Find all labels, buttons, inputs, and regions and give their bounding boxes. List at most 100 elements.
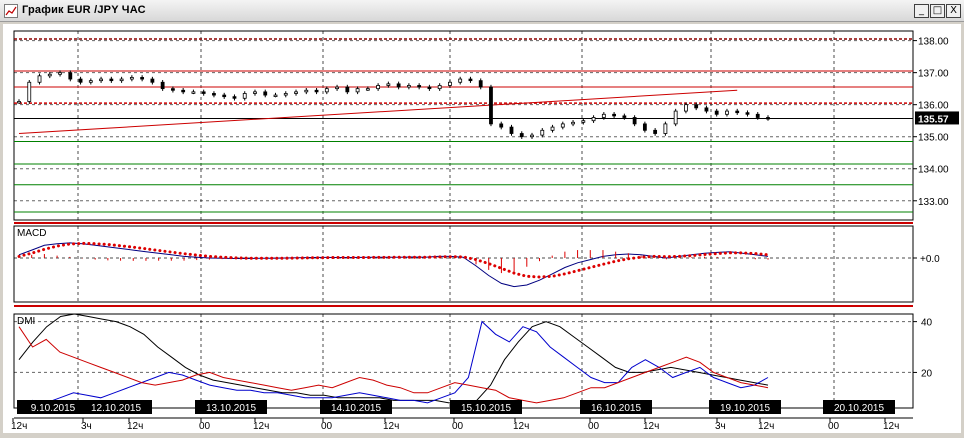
- window-title: График EUR /JPY ЧАС: [22, 4, 146, 16]
- candle-body: [694, 104, 699, 109]
- candle-body: [704, 107, 709, 112]
- hour-label: 12ч: [513, 421, 529, 432]
- hour-label: 00: [199, 421, 211, 432]
- close-button[interactable]: X: [946, 4, 961, 18]
- price-axis-label: 133.00: [918, 197, 949, 208]
- last-price-box: [915, 111, 959, 125]
- candle-body: [304, 89, 309, 93]
- candle-body: [150, 78, 155, 83]
- candle-body: [622, 115, 627, 118]
- price-axis-label: 134.00: [918, 165, 949, 176]
- date-label: 14.10.2015: [331, 403, 381, 414]
- chart-canvas[interactable]: 138.00 137.00 136.00 135.00 134.00 133.00 135.…: [3, 24, 961, 433]
- candle-body: [663, 123, 668, 134]
- hour-label: 12ч: [383, 421, 399, 432]
- candle-body: [212, 93, 216, 96]
- hour-label: 12ч: [643, 421, 659, 432]
- dmi-series-line: [18, 313, 769, 404]
- hour-label: 3ч: [715, 421, 726, 432]
- date-label-box: [709, 400, 781, 414]
- dmi-axis-label: 20: [921, 368, 933, 379]
- date-label: 13.10.2015: [206, 403, 256, 414]
- candle-body: [201, 91, 206, 94]
- candle-body: [519, 133, 524, 138]
- candle-body: [355, 88, 360, 93]
- hour-label: 00: [452, 421, 464, 432]
- candle-body: [714, 110, 719, 115]
- candle-body: [653, 129, 658, 134]
- date-label-box: [580, 400, 652, 414]
- candle-body: [232, 96, 237, 99]
- price-axis-label: 138.00: [918, 37, 949, 48]
- hour-label: 00: [321, 421, 333, 432]
- candle-body: [437, 85, 442, 90]
- candle-body: [468, 78, 473, 82]
- macd-zero-label: +0.0: [920, 254, 940, 265]
- candle-body: [171, 88, 175, 91]
- date-label-box: [320, 400, 392, 414]
- dmi-axis-label: 40: [921, 318, 933, 329]
- candle-body: [601, 113, 606, 118]
- candle-body: [283, 93, 288, 96]
- candle-body: [396, 83, 401, 88]
- candle-body: [37, 75, 42, 83]
- minimize-button[interactable]: _: [914, 4, 929, 18]
- candle-body: [386, 83, 391, 86]
- hour-label: 12ч: [11, 421, 27, 432]
- date-label: 20.10.2015: [834, 403, 884, 414]
- candle-body: [560, 123, 565, 128]
- candle-body: [642, 123, 647, 131]
- candle-body: [766, 117, 770, 120]
- candle-body: [406, 85, 411, 88]
- candle-body: [335, 86, 339, 90]
- dmi-series-line: [18, 320, 769, 404]
- chart-window-icon: [4, 4, 18, 18]
- candle-body: [550, 126, 555, 131]
- macd-label: MACD: [17, 228, 46, 239]
- hour-label: 00: [588, 421, 600, 432]
- candle-body: [109, 78, 114, 82]
- candle-body: [499, 123, 504, 128]
- candle-body: [222, 94, 227, 98]
- candle-body: [725, 110, 729, 115]
- dmi-panel-frame: [13, 313, 914, 409]
- date-label-box: [450, 400, 522, 414]
- candle-body: [129, 77, 134, 80]
- maximize-button[interactable]: □: [930, 4, 945, 18]
- candle-body: [673, 110, 678, 125]
- candle-body: [540, 129, 545, 136]
- candle-body: [612, 113, 616, 117]
- candle-body: [68, 72, 73, 80]
- candle-body: [448, 81, 452, 86]
- date-label: 15.10.2015: [461, 403, 511, 414]
- date-label: 19.10.2015: [720, 403, 770, 414]
- candle-body: [47, 73, 52, 77]
- price-axis-label: 136.00: [918, 101, 949, 112]
- candle-body: [58, 72, 62, 75]
- candle-body: [365, 88, 370, 91]
- candle-body: [684, 104, 688, 112]
- window-titlebar: График EUR /JPY ЧАС _ □ X: [0, 0, 964, 22]
- date-label: 16.10.2015: [591, 403, 641, 414]
- candle-body: [571, 121, 575, 125]
- candle-body: [345, 86, 350, 93]
- chart-area[interactable]: 138.00 137.00 136.00 135.00 134.00 133.00 135.…: [3, 24, 961, 433]
- hour-label: 00: [828, 421, 840, 432]
- hour-label: 3ч: [81, 421, 92, 432]
- candle-body: [632, 117, 637, 125]
- candle-body: [530, 134, 534, 138]
- candle-body: [27, 81, 32, 102]
- candle-body: [509, 126, 514, 134]
- candle-body: [191, 91, 196, 94]
- price-axis-label: 135.00: [918, 133, 949, 144]
- candle-body: [489, 86, 493, 125]
- date-label: 12.10.2015: [91, 403, 141, 414]
- candle-body: [478, 80, 483, 88]
- hour-label: 12ч: [883, 421, 899, 432]
- candle-body: [581, 120, 586, 123]
- candle-body: [119, 78, 124, 82]
- candle-body: [417, 85, 422, 88]
- candle-body: [181, 89, 186, 93]
- candle-body: [376, 85, 381, 90]
- candle-body: [78, 78, 83, 83]
